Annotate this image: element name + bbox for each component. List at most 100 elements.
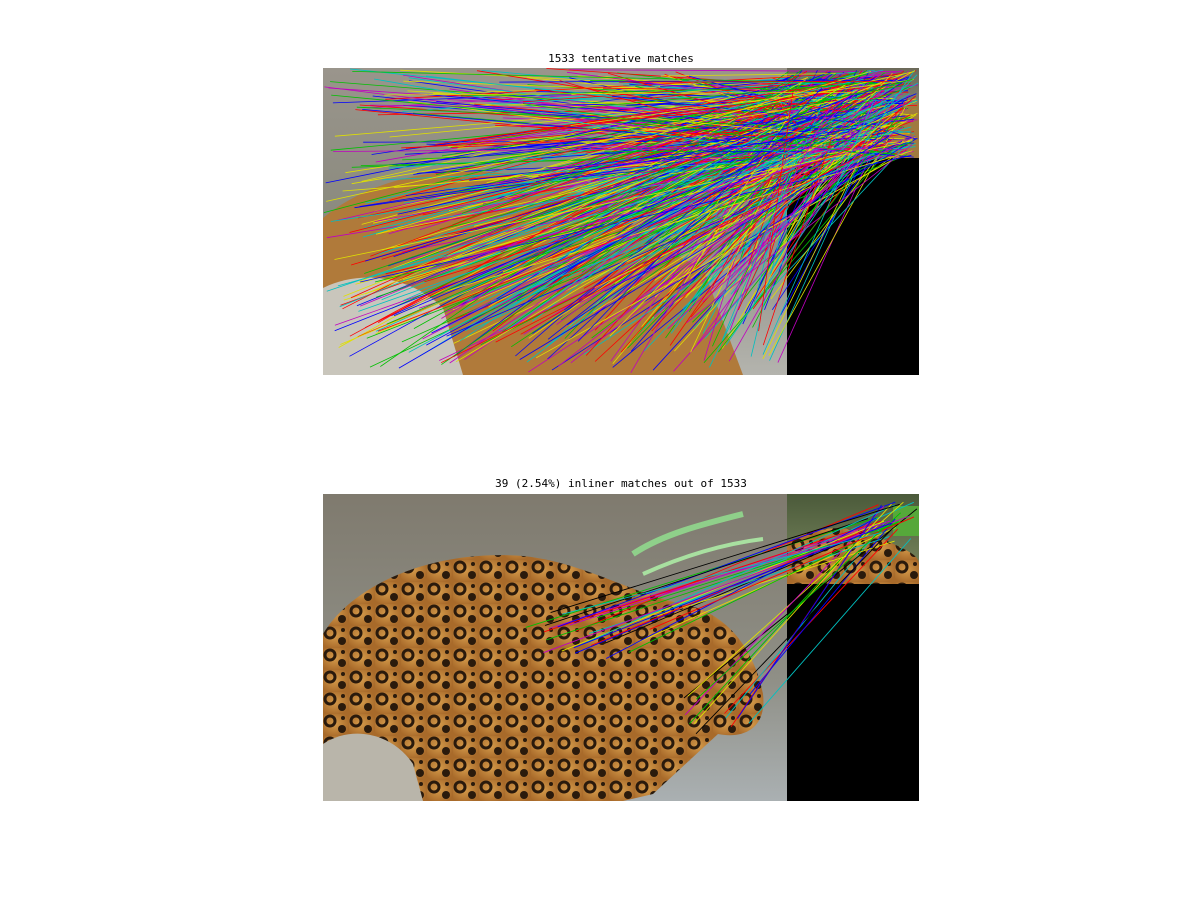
- match-line: [432, 81, 799, 95]
- top-panel-title: 1533 tentative matches: [548, 52, 694, 65]
- match-line: [725, 70, 915, 346]
- inlier-line: [576, 504, 896, 648]
- match-line: [768, 79, 913, 116]
- match-line: [714, 109, 879, 243]
- match-line: [546, 102, 854, 182]
- inlier-match-lines: [525, 501, 918, 735]
- match-line: [384, 91, 872, 96]
- match-line: [642, 138, 917, 303]
- inlier-line: [605, 517, 877, 659]
- match-line: [333, 147, 825, 152]
- match-line: [631, 116, 836, 137]
- inlier-line: [544, 518, 869, 626]
- match-line: [356, 106, 878, 131]
- match-line: [762, 127, 836, 346]
- match-line: [760, 154, 837, 294]
- match-line: [570, 79, 914, 126]
- match-line: [364, 86, 911, 274]
- match-line: [721, 145, 802, 341]
- match-line: [519, 135, 890, 360]
- inlier-line: [724, 528, 899, 714]
- match-line: [629, 80, 822, 101]
- match-line: [429, 115, 877, 298]
- match-line: [579, 135, 916, 304]
- bottom-panel-title: 39 (2.54%) inliner matches out of 1533: [495, 477, 747, 490]
- match-line: [443, 150, 913, 293]
- match-line: [533, 115, 842, 226]
- match-line: [719, 103, 832, 321]
- match-line: [476, 70, 806, 125]
- match-line: [439, 82, 919, 336]
- match-line: [523, 103, 876, 156]
- match-line: [702, 139, 881, 303]
- match-line: [370, 104, 884, 113]
- inlier-line: [628, 521, 899, 653]
- match-line: [522, 81, 810, 103]
- match-line: [455, 121, 858, 363]
- match-line: [623, 99, 918, 226]
- inlier-line: [562, 532, 882, 615]
- match-line: [686, 144, 913, 324]
- inlier-line: [604, 524, 885, 644]
- inlier-line: [649, 540, 895, 619]
- match-line: [568, 78, 790, 106]
- match-line: [381, 124, 790, 251]
- match-line: [578, 125, 815, 264]
- match-line: [592, 152, 852, 313]
- match-line: [408, 108, 859, 353]
- inlier-matches-panel: [323, 494, 919, 801]
- match-line: [397, 104, 874, 215]
- match-line: [365, 79, 888, 295]
- inlier-line: [695, 512, 901, 700]
- match-line: [568, 69, 898, 72]
- inlier-line: [689, 530, 867, 725]
- match-line: [558, 98, 854, 195]
- padding-area: [787, 584, 919, 801]
- match-line: [703, 153, 886, 364]
- inlier-line: [543, 515, 910, 654]
- match-line: [349, 88, 911, 233]
- match-line: [694, 155, 848, 266]
- match-line: [538, 94, 826, 273]
- match-line: [381, 118, 820, 260]
- match-line: [673, 136, 885, 372]
- match-line: [654, 114, 917, 281]
- match-line: [612, 138, 891, 368]
- match-line: [362, 109, 914, 158]
- match-line: [609, 151, 877, 274]
- match-line: [463, 73, 901, 142]
- match-line: [382, 157, 856, 181]
- match-line: [651, 113, 856, 332]
- match-line: [569, 81, 876, 109]
- match-line: [718, 92, 858, 229]
- match-line: [714, 113, 894, 263]
- inlier-line: [748, 538, 912, 724]
- match-line: [577, 87, 823, 342]
- match-line: [685, 73, 893, 299]
- match-line: [660, 73, 836, 77]
- match-line: [505, 71, 872, 180]
- match-line: [548, 147, 866, 169]
- tentative-matches-panel: [323, 68, 919, 375]
- match-line: [693, 124, 873, 330]
- tentative-match-lines: [323, 68, 919, 374]
- match-line: [377, 139, 874, 332]
- match-line: [674, 132, 809, 326]
- match-line: [334, 140, 913, 260]
- match-line: [534, 89, 877, 128]
- match-line: [558, 126, 866, 367]
- inlier-line: [525, 516, 879, 628]
- match-line: [436, 73, 868, 176]
- match-line: [769, 133, 808, 257]
- match-line: [690, 139, 791, 353]
- match-line: [713, 141, 871, 302]
- match-line: [728, 104, 876, 362]
- match-line: [360, 113, 832, 307]
- match-line: [583, 141, 908, 355]
- match-line: [359, 88, 862, 282]
- match-line: [359, 127, 856, 207]
- match-line: [762, 101, 874, 355]
- inlier-line: [695, 529, 892, 735]
- match-line: [385, 74, 821, 100]
- match-line: [543, 120, 813, 216]
